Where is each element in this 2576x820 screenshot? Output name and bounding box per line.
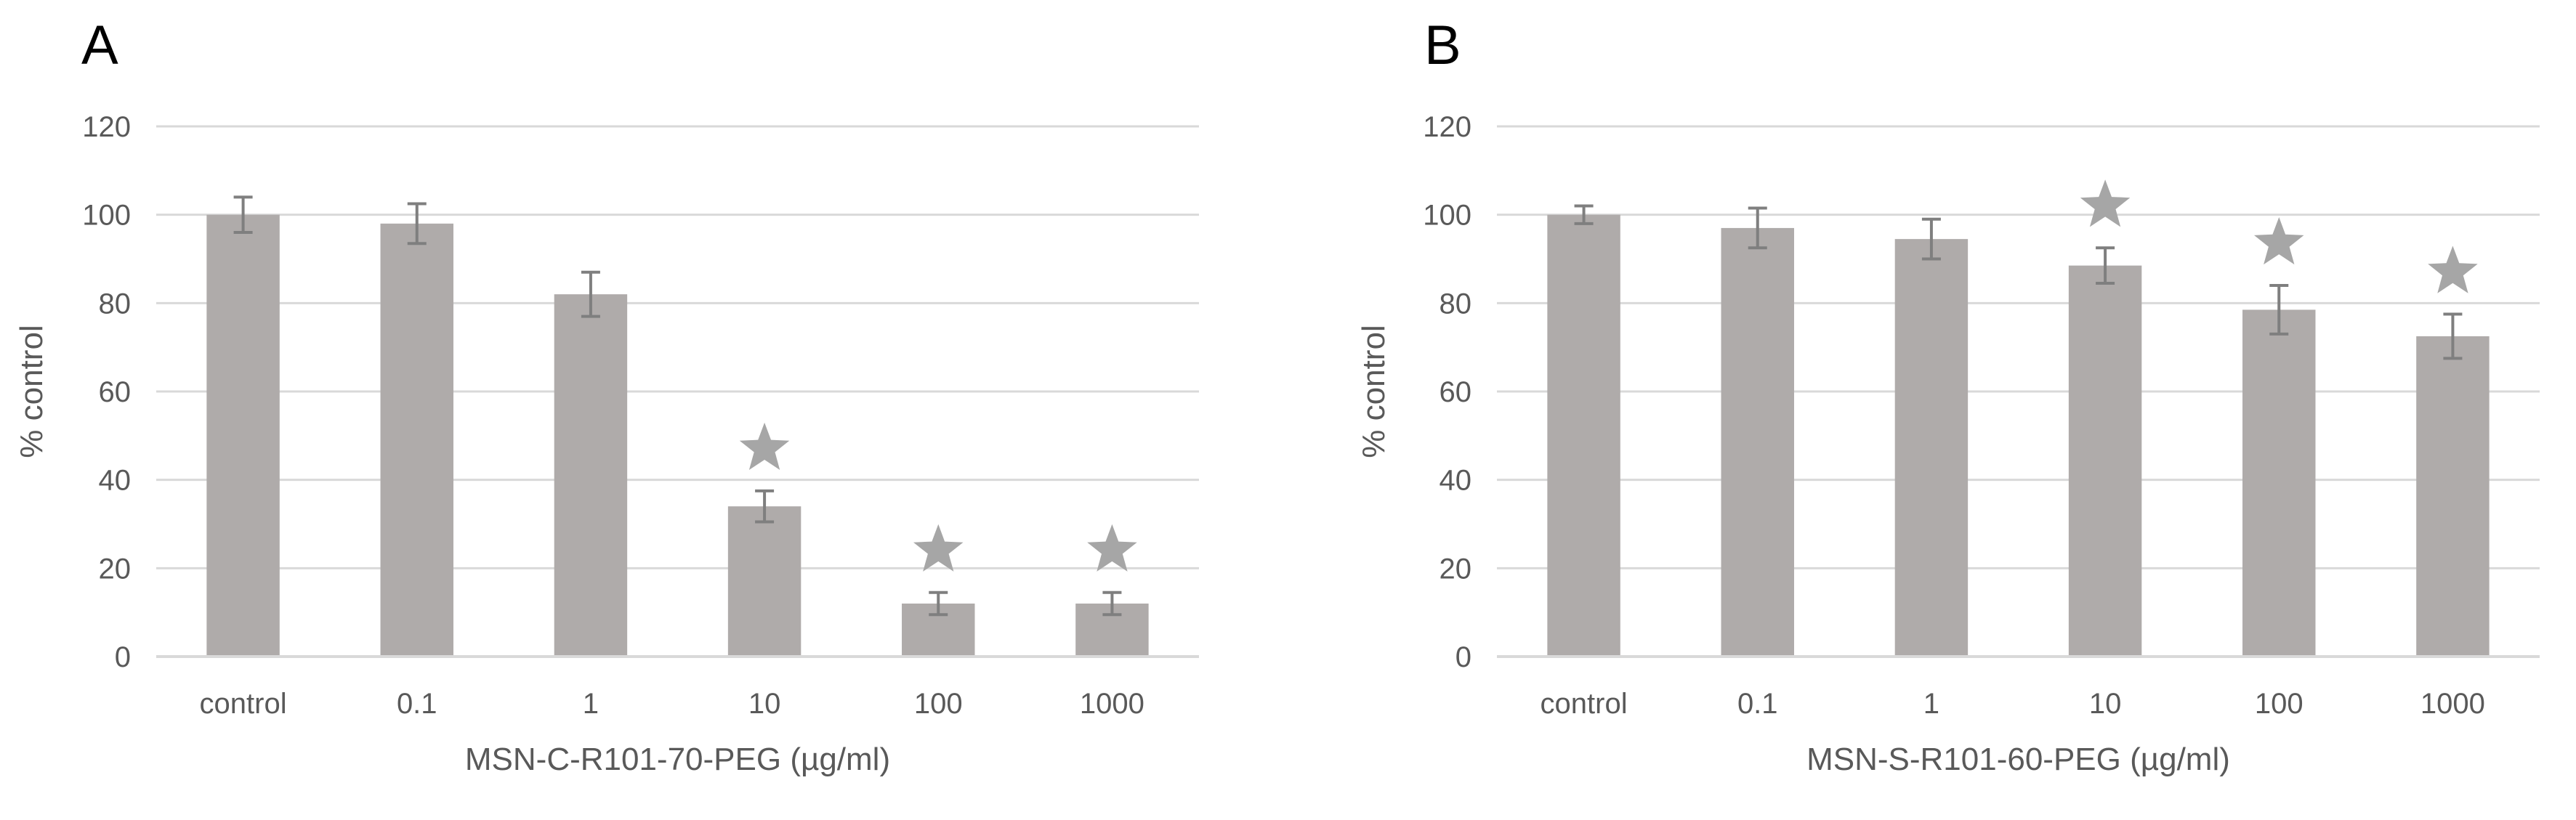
significance-star-icon: [1087, 524, 1137, 572]
x-tick-label: 1000: [1080, 688, 1144, 720]
significance-star-icon: [2080, 179, 2131, 227]
y-tick-label: 100: [1423, 200, 1471, 232]
x-axis-title: MSN-C-R101-70-PEG (µg/ml): [465, 742, 890, 777]
x-tick-label: 1000: [2420, 688, 2485, 720]
chart-a: A 0 20 40 60 80 100 120 control 0.1 1 10 100 1000 MSN…: [14, 15, 1199, 777]
bar: [1894, 239, 1969, 657]
panel-label-a: A: [81, 15, 118, 76]
y-tick-label: 100: [82, 200, 131, 232]
x-tick-label: control: [200, 688, 287, 720]
bar: [380, 223, 453, 657]
significance-star-icon: [2428, 245, 2478, 293]
x-tick-label: control: [1541, 688, 1628, 720]
x-tick-label: 1: [583, 688, 599, 720]
significance-star-icon: [2254, 217, 2304, 265]
y-tick-label: 80: [99, 288, 132, 320]
bar: [1721, 227, 1794, 657]
y-tick-label: 0: [1455, 641, 1471, 673]
y-tick-label: 40: [1440, 465, 1472, 497]
x-tick-label: 10: [748, 688, 781, 720]
y-tick-label: 0: [115, 641, 131, 673]
bar: [1547, 214, 1620, 657]
y-tick-label: 120: [1423, 111, 1471, 143]
x-tick-label: 100: [914, 688, 963, 720]
significance-star-icon: [913, 524, 964, 572]
y-tick-label: 120: [82, 111, 131, 143]
y-tick-label: 40: [99, 465, 132, 497]
significance-star-icon: [739, 422, 790, 470]
y-tick-label: 60: [1440, 376, 1472, 408]
bar: [2416, 336, 2490, 657]
x-tick-label: 10: [2089, 688, 2122, 720]
bar: [554, 294, 628, 657]
x-axis-title: MSN-S-R101-60-PEG (µg/ml): [1806, 742, 2230, 777]
x-tick-label: 100: [2255, 688, 2304, 720]
chart-b: B 0 20 40 60 80 100 120 control 0.1 1 10 100 1000 MSN…: [1356, 15, 2540, 777]
x-tick-label: 0.1: [397, 688, 437, 720]
y-tick-label: 60: [99, 376, 132, 408]
bar: [2242, 309, 2316, 657]
y-tick-label: 20: [1440, 553, 1472, 585]
y-axis-title: % control: [14, 325, 49, 458]
y-tick-label: 80: [1440, 288, 1472, 320]
y-tick-label: 20: [99, 553, 132, 585]
x-tick-label: 0.1: [1737, 688, 1778, 720]
bar: [2068, 265, 2142, 657]
x-tick-label: 1: [1923, 688, 1939, 720]
y-axis-title: % control: [1356, 325, 1392, 458]
bar: [727, 506, 802, 657]
panel-label-b: B: [1424, 15, 1461, 76]
bar: [206, 214, 280, 657]
